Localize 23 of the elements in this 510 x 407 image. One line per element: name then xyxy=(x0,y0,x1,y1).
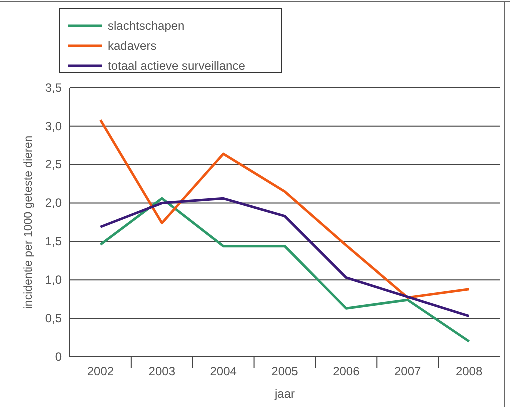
x-tick-label: 2003 xyxy=(148,364,176,379)
y-tick-label: 0,5 xyxy=(45,311,62,326)
y-axis-title: incidentie per 1000 geteste dieren xyxy=(23,136,35,310)
x-tick-label: 2004 xyxy=(210,364,238,379)
line-series xyxy=(99,119,471,300)
legend-label: slachtschapen xyxy=(108,19,185,34)
x-tick-label: 2007 xyxy=(394,364,422,379)
x-tick-label: 2002 xyxy=(87,364,114,379)
x-tick-label: 2005 xyxy=(272,364,299,379)
line-series xyxy=(99,197,471,343)
legend-label: kadavers xyxy=(108,39,157,54)
x-tick-label: 2008 xyxy=(456,364,483,379)
y-tick-label: 2,0 xyxy=(45,196,62,210)
y-tick-label: 1,0 xyxy=(45,272,62,287)
x-tick-label: 2006 xyxy=(333,364,360,379)
x-axis-title: jaar xyxy=(274,387,296,401)
y-tick-label: 3,5 xyxy=(45,80,62,95)
legend-label: totaal actieve surveillance xyxy=(108,59,246,74)
line-series xyxy=(99,197,471,318)
y-tick-label: 1,5 xyxy=(45,234,62,249)
y-tick-label: 3,0 xyxy=(45,119,62,134)
y-tick-label: 2,5 xyxy=(45,158,62,172)
y-tick-label: 0 xyxy=(55,350,62,364)
